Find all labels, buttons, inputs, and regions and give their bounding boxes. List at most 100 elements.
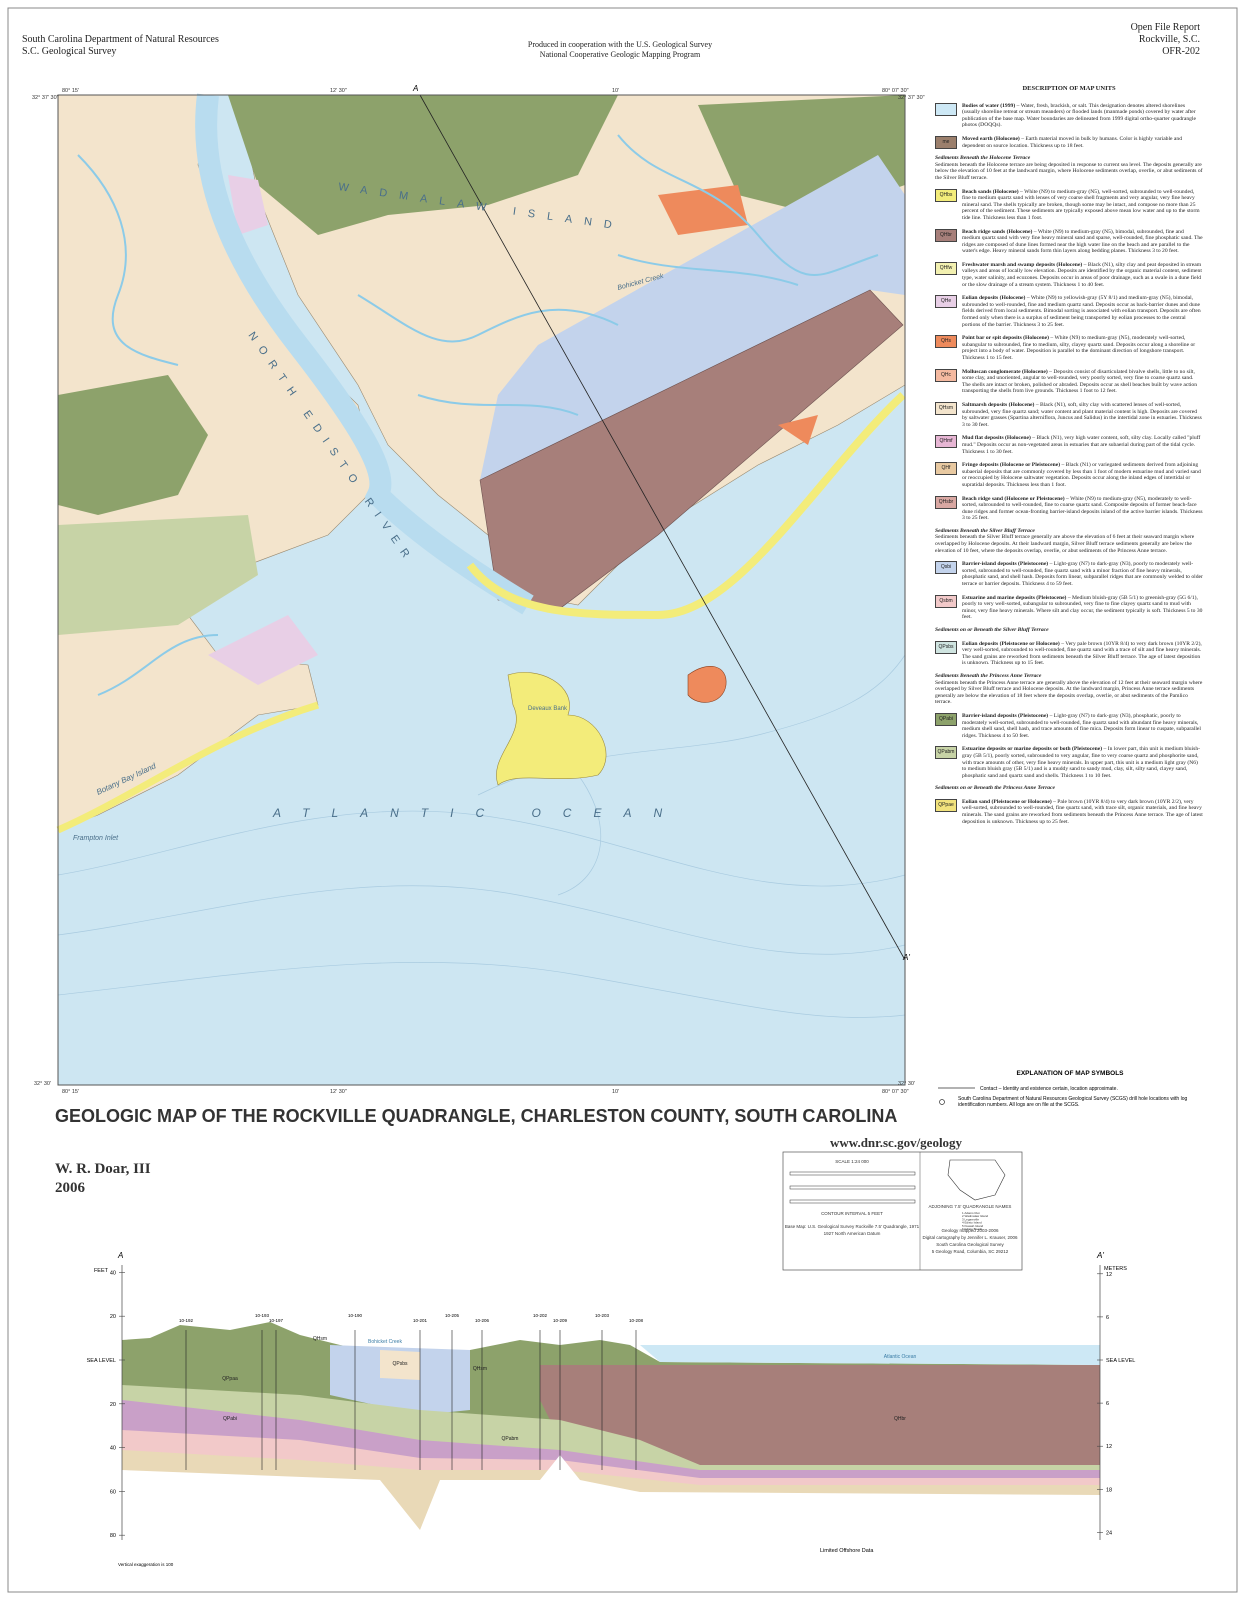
scale-text: CONTOUR INTERVAL 5 FEET	[821, 1211, 883, 1216]
coord-label: 32° 30'	[34, 1081, 51, 1087]
legend-entry: QPpae Eolian sand (Pleistocene or Holocen…	[935, 798, 1203, 825]
section-end: A'	[902, 953, 910, 962]
legend-entry: QHc Molluscan conglomerate (Holocene) – D…	[935, 368, 1203, 395]
map-title: GEOLOGIC MAP OF THE ROCKVILLE QUADRANGLE…	[55, 1106, 898, 1126]
header-line: Produced in cooperation with the U.S. Ge…	[527, 40, 713, 49]
river-channel	[195, 93, 534, 615]
legend-swatch: QPabm	[935, 746, 957, 760]
section-end: A	[412, 84, 418, 93]
unit-description: – Very pale brown (10YR 8/4) to very dar…	[962, 640, 1202, 667]
symbol-explanation: EXPLANATION OF MAP SYMBOLS Contact – Ide…	[938, 1070, 1187, 1108]
section-unit	[380, 1350, 420, 1380]
coord-label: 80° 07' 30"	[882, 88, 909, 94]
drill-hole-symbol	[939, 1099, 945, 1105]
legend-swatch: QHbs	[935, 188, 957, 202]
legend-text: Fringe deposits (Holocene or Pleistocene…	[962, 462, 1203, 488]
axis-unit: METERS	[1104, 1266, 1127, 1272]
quadrangle-name: 5 Kiawah Island	[962, 1224, 984, 1228]
legend-entry: QPabm Estuarine deposits or marine deposi…	[935, 746, 1203, 779]
unit-description: – Black (N1), soft, silty clay with scat…	[962, 401, 1202, 428]
legend-swatch	[935, 102, 957, 116]
legend-swatch: QHsbr	[935, 495, 957, 509]
legend-heading: Sediments on or Beneath the Princess Ann…	[935, 785, 1056, 792]
sheet-border	[7, 7, 1238, 1593]
legend-text: Barrier-island deposits (Pleistocene) – …	[962, 713, 1203, 739]
legend-text: Point bar or spit deposits (Holocene) – …	[962, 335, 1203, 361]
map-unit-area	[480, 155, 905, 480]
tick-label: SEA LEVEL	[1106, 1358, 1135, 1364]
unit-name: Beach ridge sands (Holocene)	[962, 228, 1033, 235]
legend-text: Bodies of water (1999) – Water, fresh, b…	[962, 103, 1203, 129]
unit-description: – Light-gray (N7) to dark-gray (N3), poo…	[962, 561, 1203, 588]
legend-swatch: QHs	[935, 335, 957, 349]
coord-label: 80° 07' 30"	[882, 1089, 909, 1095]
legend-swatch: QHbr	[935, 228, 957, 242]
section-end: A'	[1096, 1251, 1104, 1260]
section-line	[419, 94, 906, 961]
legend-text: Mud flat deposits (Holocene) – Black (N1…	[962, 435, 1203, 455]
tick-label: 20	[110, 1314, 116, 1320]
tick-label: 40	[110, 1446, 116, 1452]
quadrangle-name: 3 Legareville	[962, 1217, 979, 1221]
section-label: Atlantic Ocean	[884, 1354, 917, 1360]
map-unit-area	[479, 289, 904, 611]
unit-name: Moved earth (Holocene)	[962, 135, 1020, 142]
scale-bar	[789, 1199, 916, 1204]
scale-text: Geology mapped 2003-2006	[941, 1228, 999, 1233]
tick-label: 18	[1106, 1487, 1112, 1493]
header-line: Open File Report	[1130, 22, 1200, 33]
section-note: Vertical exaggeration is 100	[118, 1562, 174, 1567]
scale-bar	[789, 1171, 916, 1176]
legend-heading: Sediments on or Beneath the Silver Bluff…	[935, 627, 1049, 633]
header-line: OFR-202	[1162, 46, 1200, 57]
coord-label: 12' 30"	[330, 1089, 347, 1095]
unit-description: – Pale brown (10YR 8/4) to very dark bro…	[962, 798, 1203, 825]
unit-description: – White (N9) to yellowish-gray (5Y 8/1) …	[962, 295, 1201, 328]
legend-intro: Sediments beneath the Silver Bluff terra…	[935, 534, 1195, 554]
state-outline	[947, 1159, 1006, 1201]
legend-text: Eolian sand (Pleistocene or Holocene) – …	[962, 799, 1203, 825]
tick-label: 60	[110, 1489, 116, 1495]
coord-label: 12' 30"	[330, 88, 347, 94]
scale-text: ADJOINING 7.5' QUADRANGLE NAMES	[929, 1204, 1012, 1209]
drill-hole-label: 10-197	[269, 1318, 284, 1323]
unit-name: Barrier-island deposits (Pleistocene)	[962, 561, 1049, 568]
place-label: ATLANTIC OCEAN	[272, 806, 684, 820]
tick-label: 24	[1106, 1530, 1112, 1536]
legend-text: Eolian deposits (Holocene) – White (N9) …	[962, 295, 1203, 328]
unit-description: – Deposits consist of disarticulated biv…	[962, 368, 1198, 395]
legend-text: Estuarine and marine deposits (Pleistoce…	[962, 595, 1203, 621]
unit-name: Estuarine and marine deposits (Pleistoce…	[962, 594, 1067, 601]
unit-name: Barrier-island deposits (Pleistocene)	[962, 712, 1049, 719]
scale-text: South Carolina Geological Survey	[936, 1242, 1004, 1247]
symbol-text: Contact – Identity and existence certain…	[980, 1086, 1118, 1092]
coord-label: 10'	[612, 1089, 619, 1095]
unit-name: Bodies of water (1999)	[962, 102, 1016, 109]
legend-entry: QHfw Freshwater marsh and swamp deposits …	[935, 261, 1203, 288]
unit-name: Freshwater marsh and swamp deposits (Hol…	[962, 261, 1083, 268]
header-line: Rockville, S.C.	[1138, 34, 1200, 45]
symbol-text-wrap: South Carolina Department of Natural Res…	[958, 1096, 1187, 1108]
section-label: QPabm	[502, 1436, 519, 1442]
section-label: QPsbs	[392, 1361, 408, 1367]
legend-entry: QPabi Barrier-island deposits (Pleistocen…	[935, 712, 1203, 739]
unit-description: – White (N9) to medium-gray (N5), bimoda…	[962, 228, 1203, 255]
tick-label: SEA LEVEL	[87, 1358, 116, 1364]
unit-description: – Medium bluish-gray (5B 5/1) to greenis…	[962, 594, 1203, 621]
unit-name: Molluscan conglomerate (Holocene)	[962, 368, 1048, 375]
drill-hole-label: 10-202	[533, 1313, 548, 1318]
legend-swatch: QHmf	[935, 435, 957, 449]
coord-label: 80° 15'	[62, 1089, 79, 1095]
cross-section: A A' FEET METERS Limited Offshore Data V…	[87, 1251, 1136, 1567]
unit-description: – Black (N1), very high water content, s…	[962, 435, 1201, 455]
symbols-title: EXPLANATION OF MAP SYMBOLS	[1016, 1070, 1124, 1077]
section-label: QHsm	[473, 1366, 487, 1372]
drill-hole-label: 10-205	[445, 1313, 460, 1318]
axis-unit: FEET	[94, 1268, 109, 1274]
legend-text: Eolian deposits (Pleistocene or Holocene…	[962, 641, 1203, 667]
legend-entry: QPsbs Eolian deposits (Pleistocene or Hol…	[935, 640, 1203, 667]
unit-description: – Earth material moved in bulk by humans…	[962, 135, 1182, 149]
quadrangle-name: 2 Wadmalaw Island	[962, 1214, 988, 1218]
unit-description: – Light-gray (N7) to dark-gray (N3), pho…	[962, 712, 1201, 739]
